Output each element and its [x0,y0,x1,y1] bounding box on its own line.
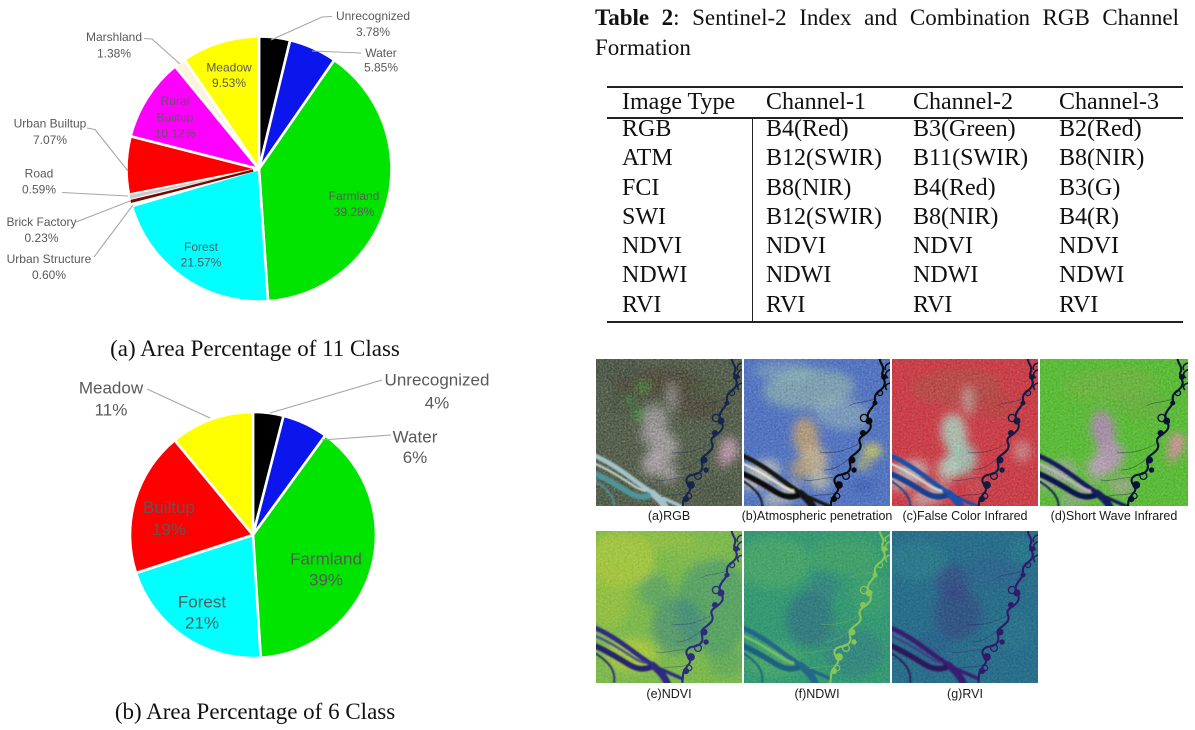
svg-text:Water: Water [365,46,397,60]
svg-text:Farmland: Farmland [329,189,380,203]
svg-text:Meadow: Meadow [79,379,144,398]
svg-text:7.07%: 7.07% [33,133,67,147]
svg-text:10.12%: 10.12% [155,127,196,141]
svg-text:39.28%: 39.28% [334,205,375,219]
svg-text:11%: 11% [95,401,128,420]
svg-text:Road: Road [25,167,54,181]
svg-text:4%: 4% [425,394,450,413]
svg-text:6%: 6% [403,448,428,467]
svg-text:21.57%: 21.57% [181,256,222,270]
svg-text:Urban Builtup: Urban Builtup [14,117,87,131]
svg-text:Unrecognized: Unrecognized [385,371,490,390]
svg-text:0.23%: 0.23% [24,231,58,245]
svg-text:0.60%: 0.60% [32,268,66,282]
svg-text:Farmland: Farmland [290,550,362,569]
svg-text:0.59%: 0.59% [22,183,56,197]
svg-text:1.38%: 1.38% [97,47,131,61]
svg-text:5.85%: 5.85% [364,61,398,75]
svg-text:Urban Structure: Urban Structure [7,252,92,266]
svg-text:Meadow: Meadow [206,61,252,75]
svg-text:Builtup: Builtup [143,498,195,517]
svg-text:9.53%: 9.53% [212,76,246,90]
svg-text:Brick Factory: Brick Factory [6,215,76,229]
svg-text:39%: 39% [309,571,343,590]
svg-text:Forest: Forest [178,593,226,612]
svg-text:19%: 19% [152,520,186,539]
svg-text:Rural: Rural [161,94,190,108]
svg-text:21%: 21% [185,614,219,633]
svg-text:Forest: Forest [184,240,219,254]
svg-text:Builtup: Builtup [157,111,194,125]
svg-text:Marshland: Marshland [86,30,142,44]
svg-text:3.78%: 3.78% [356,25,390,39]
svg-text:Unrecognized: Unrecognized [336,9,410,23]
svg-text:Water: Water [393,428,438,447]
